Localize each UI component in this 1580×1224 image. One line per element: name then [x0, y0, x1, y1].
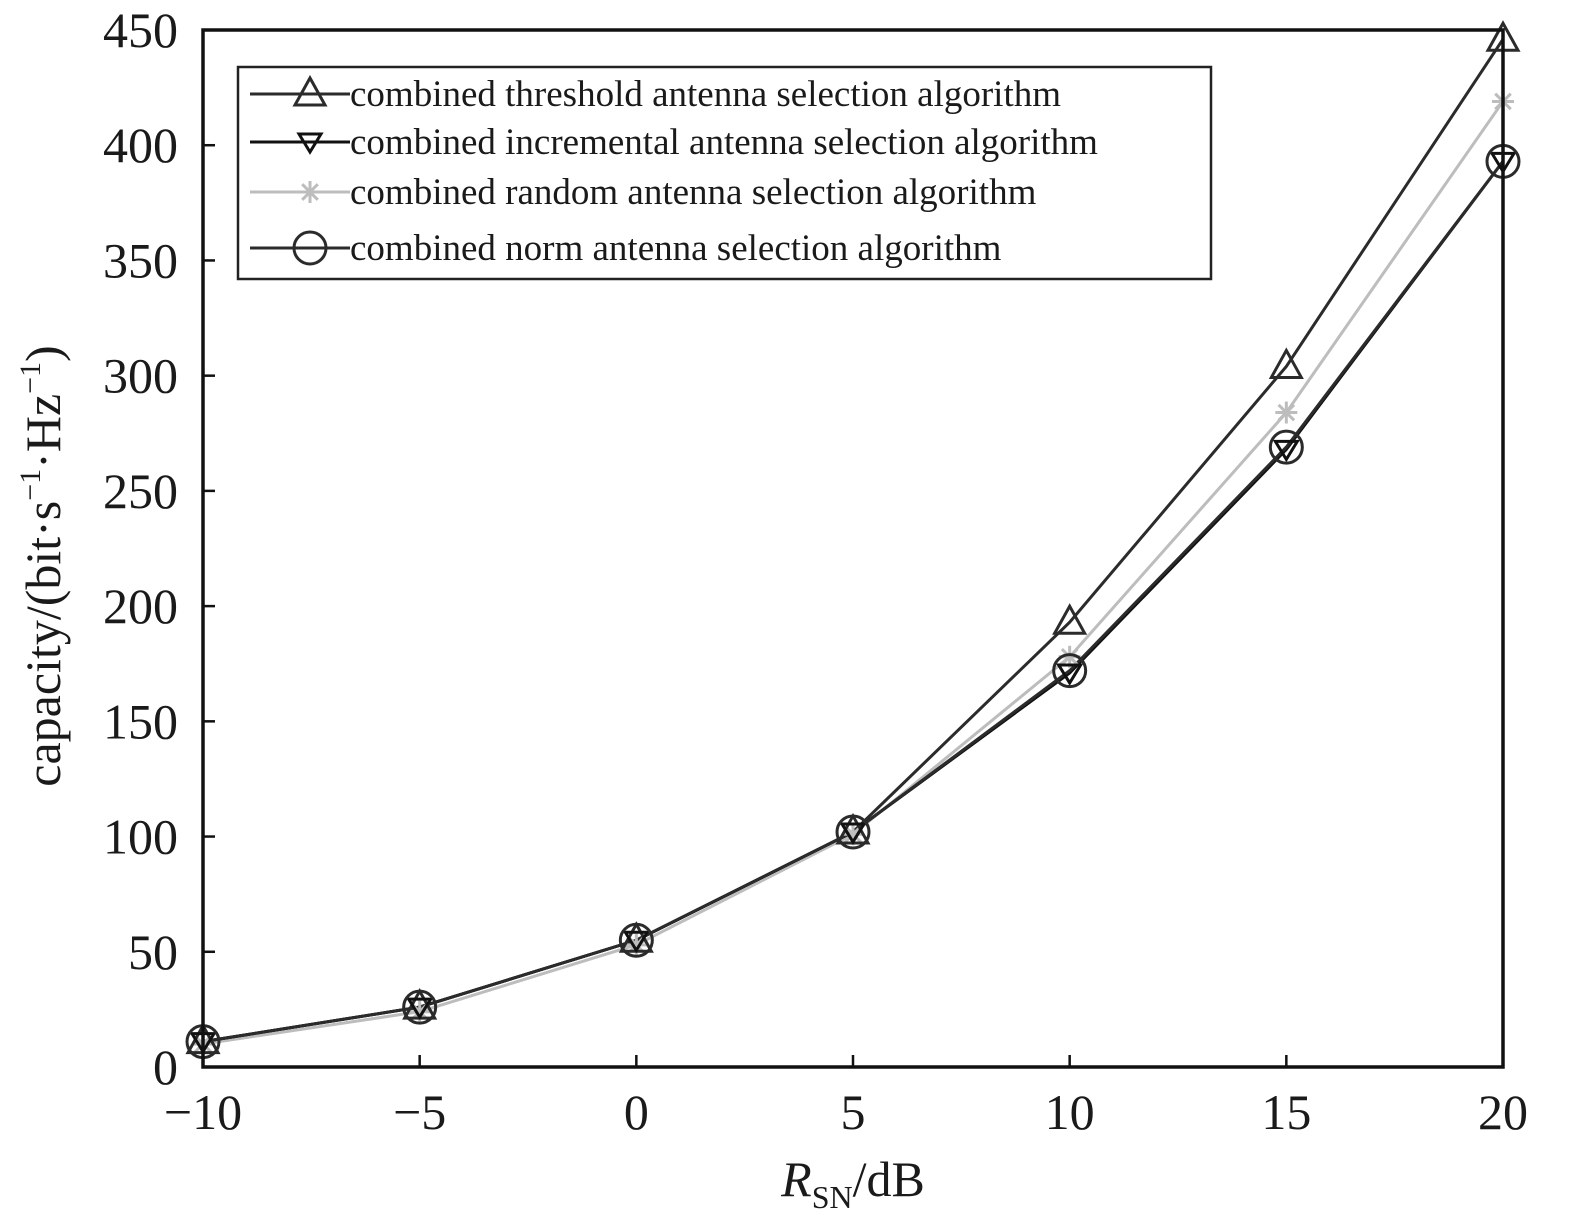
x-tick-label: 5 [841, 1084, 866, 1140]
x-tick-label: −10 [164, 1084, 242, 1140]
x-axis-title-symbol: R [780, 1151, 812, 1207]
y-tick-label: 350 [103, 232, 178, 288]
series-3-point [618, 922, 654, 958]
y-tick-label: 250 [103, 463, 178, 519]
legend-entry-threshold: combined threshold antenna selection alg… [350, 74, 1061, 115]
y-tick-label: 300 [103, 348, 178, 404]
x-tick-label: 10 [1045, 1084, 1095, 1140]
x-axis-title-unit: /dB [853, 1151, 925, 1207]
y-tick-label: 450 [103, 2, 178, 58]
legend-entry-incremental: combined incremental antenna selection a… [350, 122, 1098, 163]
legend-sample-marker-2 [299, 181, 321, 203]
series-1-point [1272, 439, 1301, 463]
legend: combined threshold antenna selection alg… [236, 65, 1213, 281]
series-2-point [1275, 401, 1298, 424]
series-1-point [405, 997, 434, 1020]
x-tick-label: 15 [1261, 1084, 1311, 1140]
y-tick-label: 100 [103, 809, 178, 865]
y-axis-title-sup-1: −1 [14, 469, 47, 501]
y-axis-title: capacity/(bit·s−1·Hz−1) [14, 345, 71, 786]
x-axis-title-subscript: SN [812, 1179, 853, 1215]
legend-sample-marker-3 [292, 230, 328, 266]
x-tick-label: 20 [1478, 1084, 1528, 1140]
y-axis-title-part-1: capacity/(bit·s [15, 501, 71, 787]
series-3-point [402, 989, 438, 1025]
series-line-1 [202, 160, 1505, 1044]
legend-samples [250, 74, 350, 266]
series-3-point [1268, 429, 1304, 465]
y-axis-title-part-3: ) [15, 345, 71, 362]
y-tick-label: 50 [128, 924, 178, 980]
series-1-point [622, 930, 651, 954]
y-tick-label: 200 [103, 578, 178, 634]
x-tick-label: 0 [624, 1084, 649, 1140]
y-axis-title-sup-2: −1 [14, 362, 47, 394]
y-axis-title-part-2: ·Hz [15, 394, 71, 469]
legend-sample-marker-0 [292, 74, 328, 107]
series-line-3 [202, 160, 1505, 1044]
legend-entry-norm: combined norm antenna selection algorith… [350, 228, 1002, 269]
x-tick-label: −5 [393, 1084, 446, 1140]
series-3-point [835, 814, 871, 850]
legend-entry-random: combined random antenna selection algori… [350, 172, 1037, 213]
series-1-point [1055, 663, 1084, 686]
x-axis-title: RSN/dB [780, 1151, 925, 1215]
series-0-point [1052, 603, 1088, 635]
series-3-point [1052, 653, 1088, 689]
series-0-point [1268, 347, 1304, 379]
y-tick-label: 0 [153, 1039, 178, 1095]
legend-sample-marker-1 [296, 132, 324, 155]
series-1-point [839, 822, 867, 845]
y-tick-label: 150 [103, 693, 178, 749]
legend-box [236, 65, 1213, 281]
y-tick-label: 400 [103, 117, 178, 173]
series-layer [185, 20, 1521, 1060]
